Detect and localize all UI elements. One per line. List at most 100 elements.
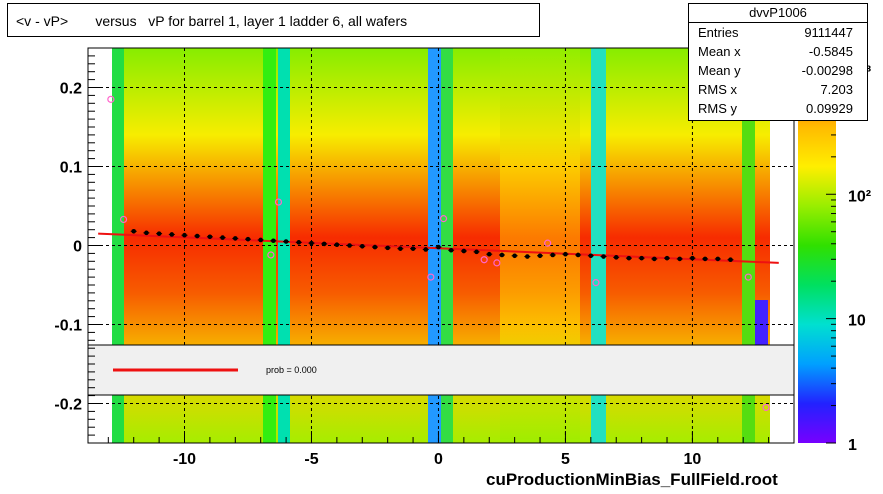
outlier-marker — [493, 259, 501, 267]
stats-box: dvvP1006 Entries 9111447 Mean x -0.5845 … — [688, 3, 868, 121]
color-scale-label: 1 — [848, 437, 857, 454]
profile-point — [448, 247, 454, 253]
color-scale-label: 10² — [848, 188, 871, 205]
profile-point — [144, 230, 149, 236]
profile-point — [334, 242, 340, 248]
stats-row-rms-y: RMS y 0.09929 — [689, 99, 867, 118]
profile-point — [601, 254, 606, 259]
legend-label: prob = 0.000 — [266, 365, 317, 375]
chart-title: <v - vP> versus vP for barrel 1, layer 1… — [7, 3, 540, 37]
stats-label: Mean x — [698, 44, 741, 59]
stats-label: Entries — [698, 25, 739, 40]
outlier-marker — [267, 251, 275, 259]
stats-value: 7.203 — [820, 82, 853, 97]
profile-point — [664, 255, 670, 261]
profile-point — [575, 252, 581, 258]
y-axis: -0.2 -0.1 0 0.1 0.2 — [54, 47, 102, 444]
profile-point — [461, 248, 467, 254]
profile-point — [182, 232, 187, 238]
stats-title: dvvP1006 — [689, 4, 867, 23]
profile-point — [436, 244, 441, 250]
profile-point — [486, 251, 492, 257]
stats-row-mean-x: Mean x -0.5845 — [689, 42, 867, 61]
profile-point — [423, 247, 429, 252]
stats-value: -0.00298 — [801, 63, 853, 78]
outlier-marker — [427, 273, 435, 281]
y-tick-label: -0.2 — [54, 397, 82, 414]
marker-group — [107, 95, 770, 412]
profile-point — [347, 243, 352, 248]
profile-point — [715, 256, 721, 262]
profile-point — [385, 245, 390, 251]
footer-filename: cuProductionMinBias_FullField.root — [486, 470, 778, 489]
profile-point — [588, 253, 594, 259]
profile-point — [359, 243, 365, 249]
profile-point — [207, 234, 213, 240]
profile-point — [321, 241, 327, 247]
profile-point — [258, 237, 263, 243]
plot-grid — [88, 48, 794, 443]
heatmap-column — [428, 48, 441, 443]
profile-point — [499, 252, 505, 258]
stats-label: RMS y — [698, 101, 737, 116]
profile-point — [677, 256, 683, 262]
stats-value: -0.5845 — [808, 44, 853, 59]
stats-row-rms-x: RMS x 7.203 — [689, 80, 867, 99]
profile-point — [309, 240, 314, 246]
profile-point — [169, 232, 175, 237]
profile-point — [652, 256, 657, 262]
profile-point — [296, 240, 302, 245]
outlier-marker — [592, 279, 600, 287]
y-tick-label: 0.1 — [60, 160, 82, 177]
profile-point — [626, 255, 632, 261]
x-tick-label: -10 — [173, 451, 196, 468]
profile-point — [398, 246, 403, 251]
profile-point — [410, 246, 416, 251]
profile-point — [563, 251, 568, 257]
profile-point — [220, 235, 225, 240]
stats-value: 0.09929 — [806, 101, 853, 116]
profile-point — [525, 254, 530, 259]
stats-label: RMS x — [698, 82, 737, 97]
y-tick-label: -0.1 — [54, 318, 82, 335]
profile-point — [283, 239, 289, 244]
outlier-marker — [274, 198, 283, 206]
profile-point — [702, 256, 708, 262]
profile-point — [194, 233, 200, 239]
outlier-marker — [439, 215, 448, 223]
heatmap-column — [441, 48, 453, 443]
x-axis: -10 -5 0 5 10 — [107, 431, 770, 468]
y-tick-label: 0 — [73, 239, 82, 256]
outlier-marker — [119, 215, 128, 224]
outlier-marker — [107, 95, 115, 103]
profile-point — [537, 253, 543, 259]
outlier-marker — [480, 256, 488, 264]
profile-point — [372, 244, 378, 250]
outlier-marker — [762, 403, 770, 412]
x-tick-label: 0 — [434, 451, 443, 468]
stats-row-mean-y: Mean y -0.00298 — [689, 61, 867, 80]
outlier-marker — [744, 273, 752, 281]
stats-label: Mean y — [698, 63, 741, 78]
profile-points-group — [130, 228, 734, 263]
heatmap-column — [755, 300, 768, 345]
profile-point — [245, 236, 251, 242]
y-tick-label: 0.2 — [60, 81, 82, 98]
stats-row-entries: Entries 9111447 — [689, 23, 867, 42]
outlier-marker — [544, 239, 552, 247]
profile-point — [131, 228, 137, 234]
profile-point — [690, 255, 695, 261]
profile-point — [512, 253, 517, 259]
plot-area — [88, 48, 794, 443]
profile-point — [156, 231, 162, 236]
x-tick-label: -5 — [304, 451, 318, 468]
x-tick-label: 5 — [561, 451, 570, 468]
profile-point — [474, 249, 479, 255]
stats-value: 9111447 — [804, 25, 853, 40]
heatmap-column — [278, 48, 290, 443]
profile-point — [639, 255, 644, 261]
color-scale-label: 10 — [848, 313, 866, 330]
x-tick-label: 10 — [684, 451, 702, 468]
profile-point — [613, 255, 619, 260]
